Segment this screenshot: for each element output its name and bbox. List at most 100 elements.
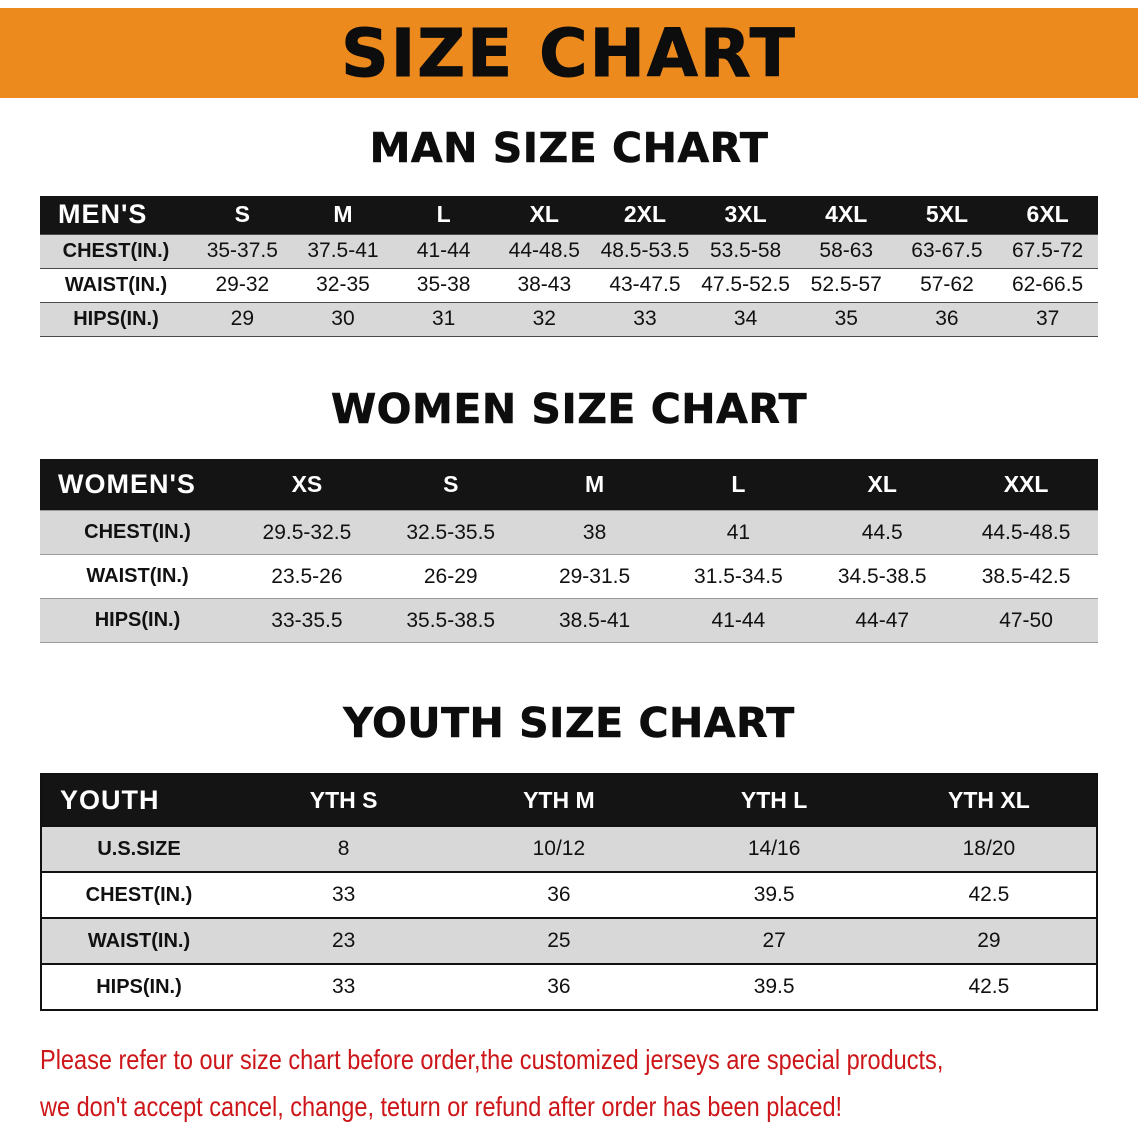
women-row-label: CHEST(IN.) [84, 521, 191, 543]
men-value-cell: 63-67.5 [911, 239, 983, 262]
women-value-cell: 44.5-48.5 [981, 520, 1071, 544]
men-value-cell: 32 [532, 307, 556, 330]
men-size-table: MEN'S S M L XL 2XL 3XL 4XL 5XL 6XL CHEST(IN.) 35-37… [40, 196, 1098, 337]
youth-value-cell: 36 [547, 975, 571, 998]
youth-table-head: YOUTH YTH S YTH M YTH L YTH XL [41, 774, 1097, 826]
men-data-row: WAIST(IN.) 29-32 32-35 35-38 38-43 43-47.5 47.… [40, 268, 1098, 302]
women-table-head: WOMEN'S XS S M L XL XXL [40, 458, 1098, 511]
men-size-column-header: M [292, 196, 394, 234]
youth-section-title: YOUTH SIZE CHART [343, 699, 795, 748]
women-value-cell: 33-35.5 [271, 608, 343, 632]
youth-value-cell: 29 [977, 929, 1001, 952]
youth-value-cell: 18/20 [962, 837, 1016, 860]
men-value-cell: 53.5-58 [709, 239, 782, 262]
men-section: MAN SIZE CHART MEN'S S M L XL 2XL 3XL 4XL 5XL 6XL… [0, 124, 1138, 337]
men-size-column-header: L [393, 196, 494, 234]
men-value-cell: 35-38 [416, 273, 471, 296]
women-value-cell: 23.5-26 [271, 564, 343, 588]
men-value-cell: 35 [834, 307, 858, 330]
youth-data-row: HIPS(IN.) 33 36 39.5 42.5 [41, 964, 1097, 1010]
women-value-cell: 38 [582, 520, 607, 544]
men-value-cell: 35-37.5 [206, 239, 278, 262]
youth-size-column-header: YTH M [451, 774, 667, 826]
women-data-row: WAIST(IN.) 23.5-26 26-29 29-31.5 31.5-34.5 34… [40, 554, 1098, 599]
women-value-cell: 38.5-41 [558, 608, 631, 632]
youth-value-cell: 23 [331, 929, 356, 952]
men-value-cell: 29 [230, 307, 254, 330]
men-value-cell: 37.5-41 [307, 239, 379, 262]
men-value-cell: 67.5-72 [1012, 239, 1084, 262]
youth-value-cell: 42.5 [968, 975, 1010, 998]
men-table-head: MEN'S S M L XL 2XL 3XL 4XL 5XL 6XL [40, 196, 1098, 234]
women-value-cell: 32.5-35.5 [406, 520, 496, 544]
men-value-cell: 47.5-52.5 [701, 273, 790, 296]
women-size-column-header: L [666, 458, 811, 511]
women-value-cell: 26-29 [423, 564, 478, 588]
youth-row-label: CHEST(IN.) [85, 883, 193, 906]
women-header-row: WOMEN'S XS S M L XL XXL [40, 458, 1098, 511]
men-value-cell: 34 [733, 307, 758, 330]
women-size-column-header: XXL [954, 458, 1098, 511]
men-value-cell: 41-44 [416, 239, 471, 262]
men-data-row: HIPS(IN.) 29 30 31 32 33 34 35 36 37 [40, 302, 1098, 336]
men-value-cell: 58-63 [819, 239, 874, 262]
men-table-body: CHEST(IN.) 35-37.5 37.5-41 41-44 44-48.5 48.5… [40, 234, 1098, 336]
youth-value-cell: 8 [337, 837, 350, 860]
women-value-cell: 44-47 [855, 608, 910, 632]
youth-value-cell: 14/16 [747, 837, 801, 860]
men-size-column-header: 3XL [695, 196, 796, 234]
men-value-cell: 44-48.5 [508, 239, 580, 262]
youth-header-row: YOUTH YTH S YTH M YTH L YTH XL [41, 774, 1097, 826]
men-value-cell: 43-47.5 [609, 273, 681, 296]
women-value-cell: 44.5 [861, 520, 903, 544]
men-value-cell: 52.5-57 [810, 273, 882, 296]
youth-value-cell: 36 [547, 883, 571, 906]
youth-data-row: WAIST(IN.) 23 25 27 29 [41, 918, 1097, 964]
page-title: SIZE CHART [341, 14, 797, 92]
women-row-label: HIPS(IN.) [94, 609, 181, 631]
men-header-row: MEN'S S M L XL 2XL 3XL 4XL 5XL 6XL [40, 196, 1098, 234]
men-size-column-header: 2XL [594, 196, 696, 234]
men-size-column-header: 5XL [896, 196, 998, 234]
youth-table-body: U.S.SIZE 8 10/12 14/16 18/20 CHEST(IN.) 33 36 39… [41, 826, 1097, 1010]
youth-row-label: U.S.SIZE [97, 837, 181, 860]
men-value-cell: 57-62 [920, 273, 974, 296]
youth-size-table: YOUTH YTH S YTH M YTH L YTH XL U.S.SIZE 8 10/12… [40, 773, 1098, 1011]
women-value-cell: 41 [726, 520, 751, 544]
youth-data-row: CHEST(IN.) 33 36 39.5 42.5 [41, 872, 1097, 918]
youth-value-cell: 27 [762, 929, 786, 952]
men-value-cell: 33 [633, 307, 657, 330]
women-value-cell: 35.5-38.5 [406, 608, 496, 632]
men-corner-label: MEN'S [40, 196, 192, 234]
women-value-cell: 38.5-42.5 [981, 564, 1071, 588]
youth-value-cell: 39.5 [753, 883, 795, 906]
women-value-cell: 34.5-38.5 [837, 564, 927, 588]
men-size-column-header: S [192, 196, 293, 234]
youth-data-row: U.S.SIZE 8 10/12 14/16 18/20 [41, 826, 1097, 872]
size-chart-page: SIZE CHART MAN SIZE CHART MEN'S S M L XL 2XL 3… [0, 8, 1138, 1126]
men-size-column-header: 6XL [997, 196, 1098, 234]
women-corner-label: WOMEN'S [40, 458, 235, 511]
youth-row-label: WAIST(IN.) [87, 929, 191, 952]
women-row-label: WAIST(IN.) [86, 565, 189, 587]
youth-value-cell: 39.5 [753, 975, 795, 998]
women-value-cell: 47-50 [999, 608, 1053, 632]
men-size-column-header: 4XL [795, 196, 897, 234]
women-value-cell: 41-44 [711, 608, 766, 632]
youth-value-cell: 25 [547, 929, 571, 952]
men-value-cell: 31 [431, 307, 456, 330]
youth-section: YOUTH SIZE CHART YOUTH YTH S YTH M YTH L YTH… [0, 699, 1138, 1011]
men-value-cell: 38-43 [517, 273, 572, 296]
women-size-column-header: S [378, 458, 523, 511]
women-table-body: CHEST(IN.) 29.5-32.5 32.5-35.5 38 41 44.5 44.5… [40, 510, 1098, 643]
women-size-column-header: XS [235, 458, 379, 511]
banner: SIZE CHART [0, 8, 1138, 98]
men-row-label: CHEST(IN.) [62, 239, 170, 262]
men-value-cell: 32-35 [316, 273, 370, 296]
women-section-title: WOMEN SIZE CHART [330, 384, 808, 433]
youth-value-cell: 33 [331, 975, 356, 998]
women-size-column-header: XL [810, 458, 955, 511]
men-section-title: MAN SIZE CHART [369, 124, 769, 173]
women-value-cell: 31.5-34.5 [694, 564, 783, 588]
men-value-cell: 29-32 [215, 273, 270, 296]
